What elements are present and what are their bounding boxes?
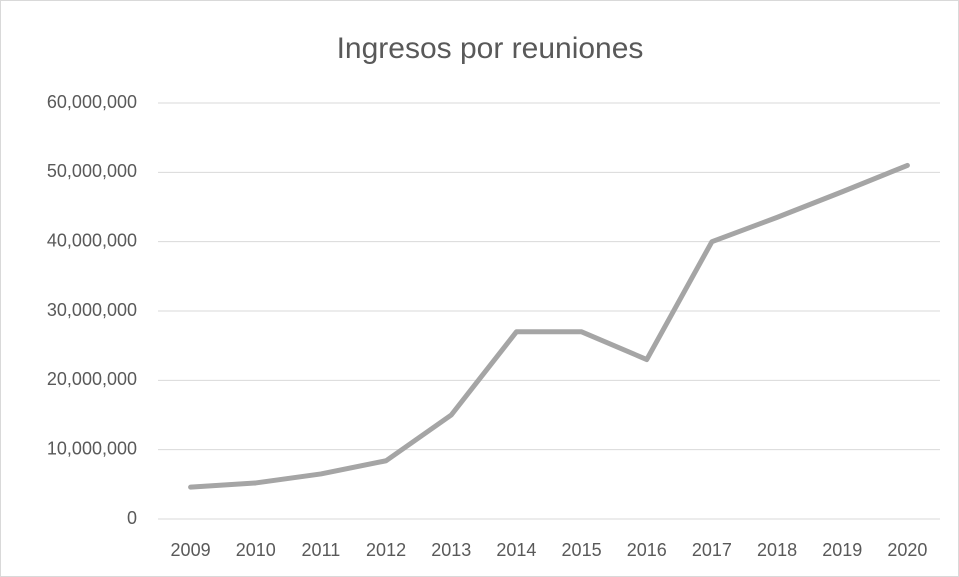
y-tick-label: 20,000,000 — [47, 369, 137, 389]
x-tick-label: 2009 — [171, 540, 211, 560]
y-tick-label: 60,000,000 — [47, 92, 137, 112]
x-tick-label: 2012 — [366, 540, 406, 560]
x-tick-label: 2011 — [302, 540, 341, 560]
y-tick-label: 10,000,000 — [47, 438, 137, 458]
y-tick-label: 40,000,000 — [47, 230, 137, 250]
x-tick-label: 2016 — [627, 540, 667, 560]
x-tick-label: 2018 — [757, 540, 797, 560]
y-tick-label: 50,000,000 — [47, 161, 137, 181]
x-tick-label: 2010 — [236, 540, 276, 560]
x-tick-label: 2015 — [562, 540, 602, 560]
chart-title: Ingresos por reuniones — [337, 32, 644, 65]
x-tick-label: 2013 — [431, 540, 471, 560]
x-tick-label: 2014 — [496, 540, 536, 560]
y-tick-label: 0 — [127, 508, 137, 528]
y-tick-label: 30,000,000 — [47, 300, 137, 320]
x-tick-label: 2017 — [692, 540, 732, 560]
x-tick-label: 2020 — [887, 540, 927, 560]
x-tick-label: 2019 — [822, 540, 862, 560]
data-line — [188, 162, 910, 490]
